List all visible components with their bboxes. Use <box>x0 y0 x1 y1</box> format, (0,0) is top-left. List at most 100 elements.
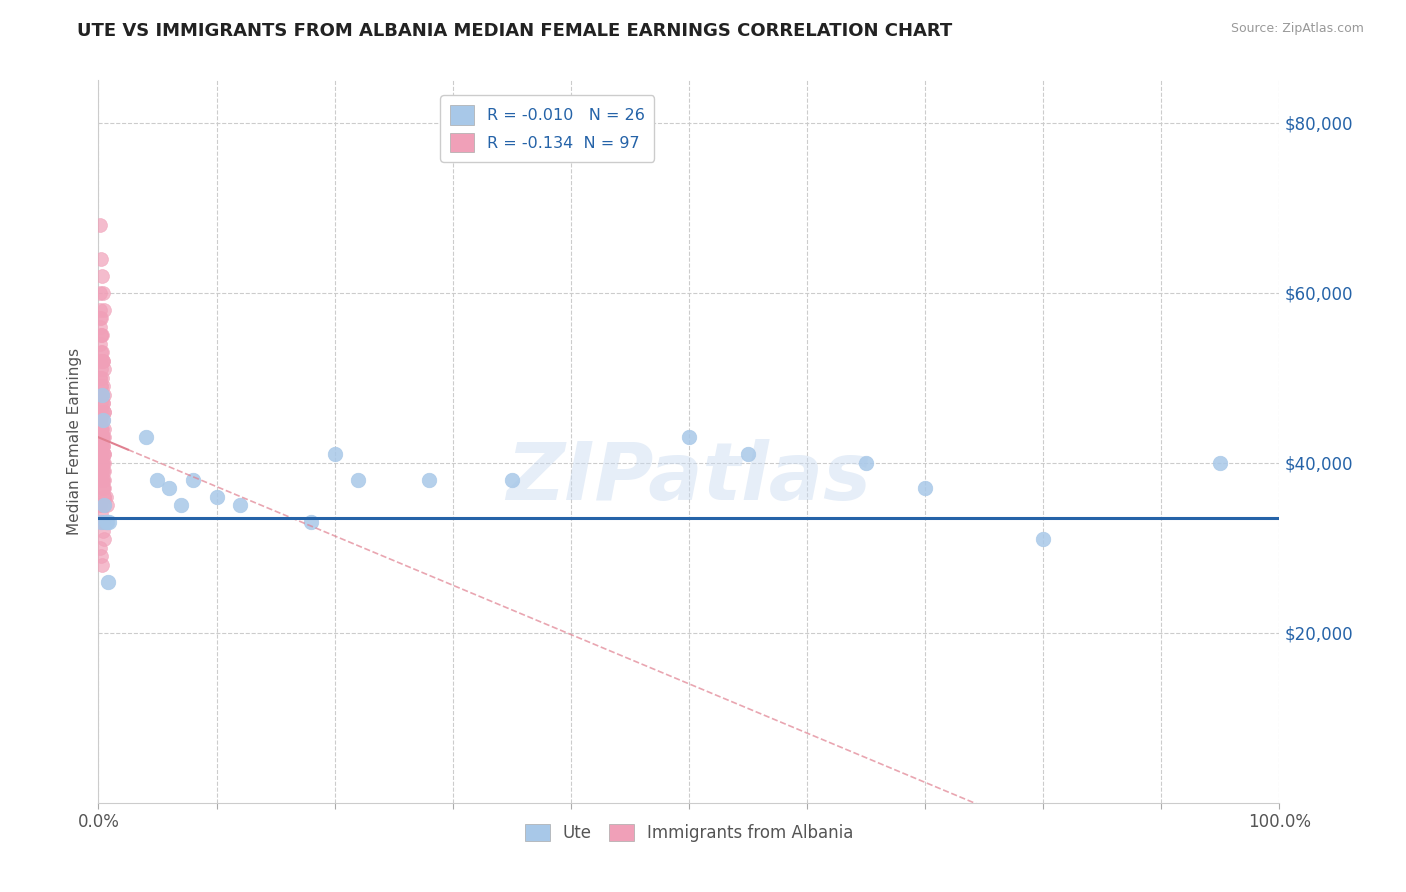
Point <box>89 413 111 427</box>
Point <box>229 498 252 512</box>
Point <box>91 464 114 478</box>
Point <box>89 371 111 385</box>
Point <box>89 388 111 402</box>
Point <box>91 473 114 487</box>
Point <box>90 507 112 521</box>
Point <box>91 353 114 368</box>
Text: UTE VS IMMIGRANTS FROM ALBANIA MEDIAN FEMALE EARNINGS CORRELATION CHART: UTE VS IMMIGRANTS FROM ALBANIA MEDIAN FE… <box>77 22 953 40</box>
Point <box>90 311 112 326</box>
Point <box>91 353 114 368</box>
Point <box>91 405 114 419</box>
Point <box>205 490 228 504</box>
Point <box>90 252 112 266</box>
Point <box>91 558 114 572</box>
Point <box>91 464 114 478</box>
Point <box>91 430 114 444</box>
Point <box>678 430 700 444</box>
Point <box>1209 456 1232 470</box>
Point <box>93 498 115 512</box>
Point <box>91 396 114 410</box>
Point <box>91 473 114 487</box>
Point <box>91 422 114 436</box>
Point <box>94 516 117 530</box>
Point <box>98 516 121 530</box>
Point <box>93 302 115 317</box>
Y-axis label: Median Female Earnings: Median Female Earnings <box>67 348 83 535</box>
Point <box>91 439 114 453</box>
Point <box>93 498 115 512</box>
Point <box>89 302 111 317</box>
Point <box>90 362 112 376</box>
Point <box>91 439 114 453</box>
Text: Source: ZipAtlas.com: Source: ZipAtlas.com <box>1230 22 1364 36</box>
Point <box>89 353 111 368</box>
Point <box>181 473 204 487</box>
Point <box>347 473 370 487</box>
Point <box>93 447 115 461</box>
Point <box>90 379 112 393</box>
Point <box>91 430 114 444</box>
Point <box>914 481 936 495</box>
Point <box>93 481 115 495</box>
Point <box>90 516 112 530</box>
Point <box>93 405 115 419</box>
Point <box>91 328 114 343</box>
Point <box>90 328 112 343</box>
Text: ZIPatlas: ZIPatlas <box>506 439 872 516</box>
Point <box>91 268 114 283</box>
Point <box>1032 533 1054 547</box>
Point <box>93 473 115 487</box>
Point <box>93 447 115 461</box>
Point <box>90 464 112 478</box>
Point <box>89 285 111 300</box>
Point <box>89 405 111 419</box>
Point <box>89 336 111 351</box>
Point <box>91 473 114 487</box>
Point <box>94 490 117 504</box>
Point <box>93 422 115 436</box>
Point <box>93 498 115 512</box>
Point <box>91 388 114 402</box>
Point <box>90 447 112 461</box>
Point <box>91 456 114 470</box>
Point <box>89 371 111 385</box>
Point <box>93 405 115 419</box>
Point <box>89 311 111 326</box>
Point <box>93 388 115 402</box>
Point <box>93 456 115 470</box>
Point <box>91 379 114 393</box>
Point <box>323 447 346 461</box>
Point <box>91 516 114 530</box>
Point <box>90 379 112 393</box>
Point <box>89 498 111 512</box>
Point <box>90 439 112 453</box>
Point <box>96 498 118 512</box>
Point <box>89 430 111 444</box>
Point <box>91 413 114 427</box>
Point <box>91 439 114 453</box>
Point <box>418 473 440 487</box>
Point <box>89 498 111 512</box>
Point <box>91 396 114 410</box>
Point <box>170 498 193 512</box>
Point <box>90 345 112 359</box>
Point <box>89 541 111 555</box>
Point <box>855 456 877 470</box>
Point <box>93 490 115 504</box>
Point <box>91 456 114 470</box>
Point <box>90 456 112 470</box>
Legend: Ute, Immigrants from Albania: Ute, Immigrants from Albania <box>517 817 860 848</box>
Point <box>90 549 112 564</box>
Point <box>91 524 114 538</box>
Point <box>90 396 112 410</box>
Point <box>89 218 111 232</box>
Point <box>135 430 157 444</box>
Point <box>91 285 114 300</box>
Point <box>89 456 111 470</box>
Point <box>91 516 114 530</box>
Point <box>93 362 115 376</box>
Point <box>93 490 115 504</box>
Point <box>90 422 112 436</box>
Point <box>91 456 114 470</box>
Point <box>91 388 114 402</box>
